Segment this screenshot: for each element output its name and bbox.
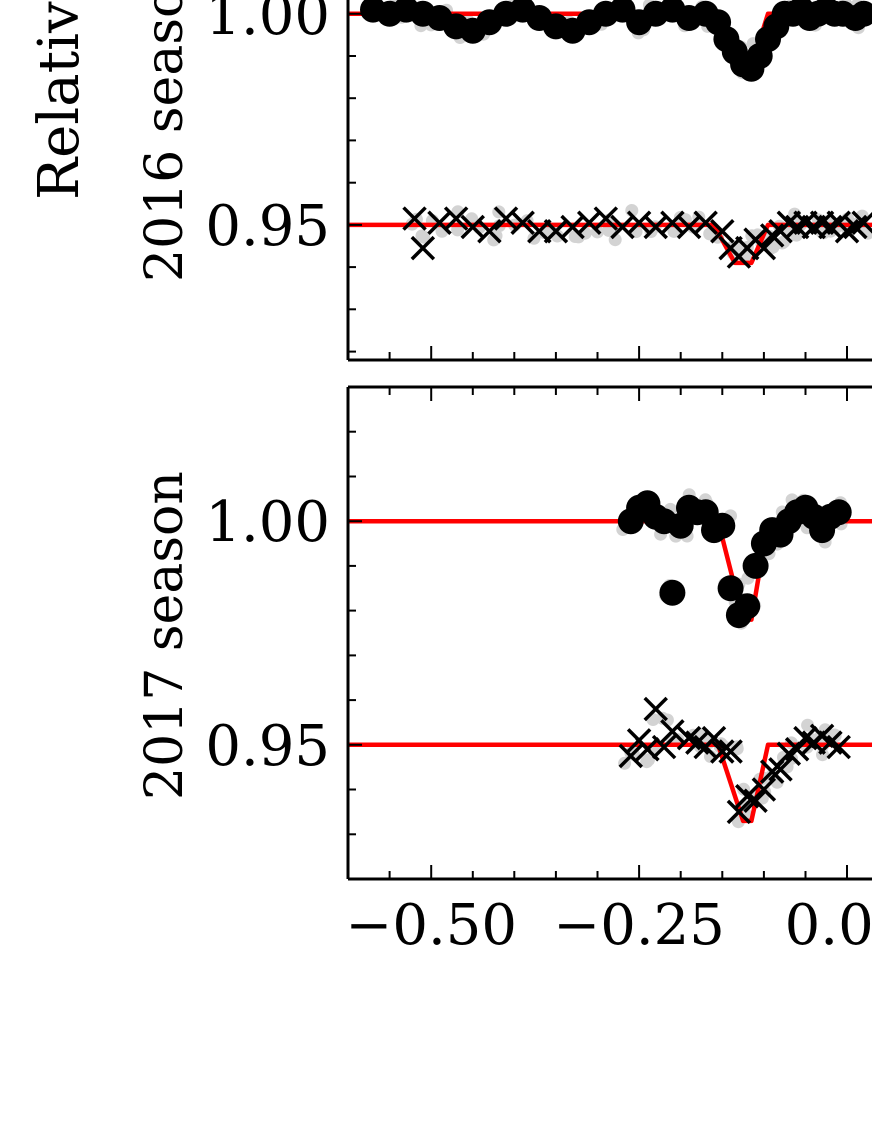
panel-label-2017: 2017 season bbox=[135, 471, 195, 800]
panel-2017: 1.00 0.95 −0.50 −0.25 0.00 2017 season bbox=[135, 385, 872, 958]
panel-label-2016: 2016 season bbox=[135, 0, 195, 282]
data-point-x bbox=[851, 210, 872, 236]
data-point-x bbox=[593, 206, 619, 231]
data-point-x bbox=[510, 210, 535, 236]
data-point-x bbox=[443, 206, 469, 231]
y-tick-label: 1.00 bbox=[205, 490, 330, 555]
data-point-circle bbox=[734, 593, 761, 620]
background-point bbox=[801, 718, 815, 732]
data-point-x bbox=[710, 739, 735, 764]
data-point-x bbox=[784, 737, 810, 762]
data-point-circle bbox=[742, 552, 769, 579]
background-point bbox=[415, 229, 429, 243]
data-point-x bbox=[826, 734, 851, 760]
data-point-x bbox=[660, 719, 685, 744]
x-tick-label: −0.25 bbox=[553, 893, 725, 958]
data-point-circle bbox=[825, 499, 852, 526]
panel-axes: 1.00 0.95 bbox=[205, 0, 872, 362]
data-point-x bbox=[402, 206, 427, 231]
data-point-x bbox=[718, 739, 743, 764]
x-tick-label: −0.50 bbox=[345, 893, 517, 958]
y-tick-label: 0.95 bbox=[205, 714, 330, 779]
y-tick-label: 0.95 bbox=[205, 194, 330, 259]
panel-axes: 1.00 0.95 −0.50 −0.25 0.00 bbox=[205, 385, 872, 958]
data-point-circle bbox=[709, 512, 736, 539]
data-point-x bbox=[710, 218, 735, 244]
data-point-x bbox=[768, 757, 793, 782]
data-point-x bbox=[643, 696, 668, 722]
y-tick-label: 1.00 bbox=[205, 0, 330, 48]
data-points bbox=[360, 0, 872, 269]
background-point bbox=[640, 755, 654, 769]
data-point-circle bbox=[659, 579, 686, 606]
x-tick-label: 0.00 bbox=[785, 893, 872, 958]
data-point-x bbox=[726, 799, 752, 825]
data-point-x bbox=[751, 777, 777, 802]
outer-ylabel: Relativ bbox=[27, 1, 92, 200]
data-point-x bbox=[651, 734, 677, 760]
data-point-x bbox=[701, 725, 727, 751]
transit-models bbox=[348, 518, 872, 824]
data-point-x bbox=[477, 218, 502, 244]
data-point-x bbox=[693, 210, 718, 236]
data-point-x bbox=[743, 788, 768, 813]
data-point-circle bbox=[717, 575, 744, 602]
data-point-x bbox=[618, 743, 644, 769]
data-point-x bbox=[410, 235, 436, 261]
data-points bbox=[617, 490, 852, 825]
data-point-circle bbox=[850, 0, 872, 27]
panel-2016: 1.00 0.95 2016 season bbox=[135, 0, 872, 362]
